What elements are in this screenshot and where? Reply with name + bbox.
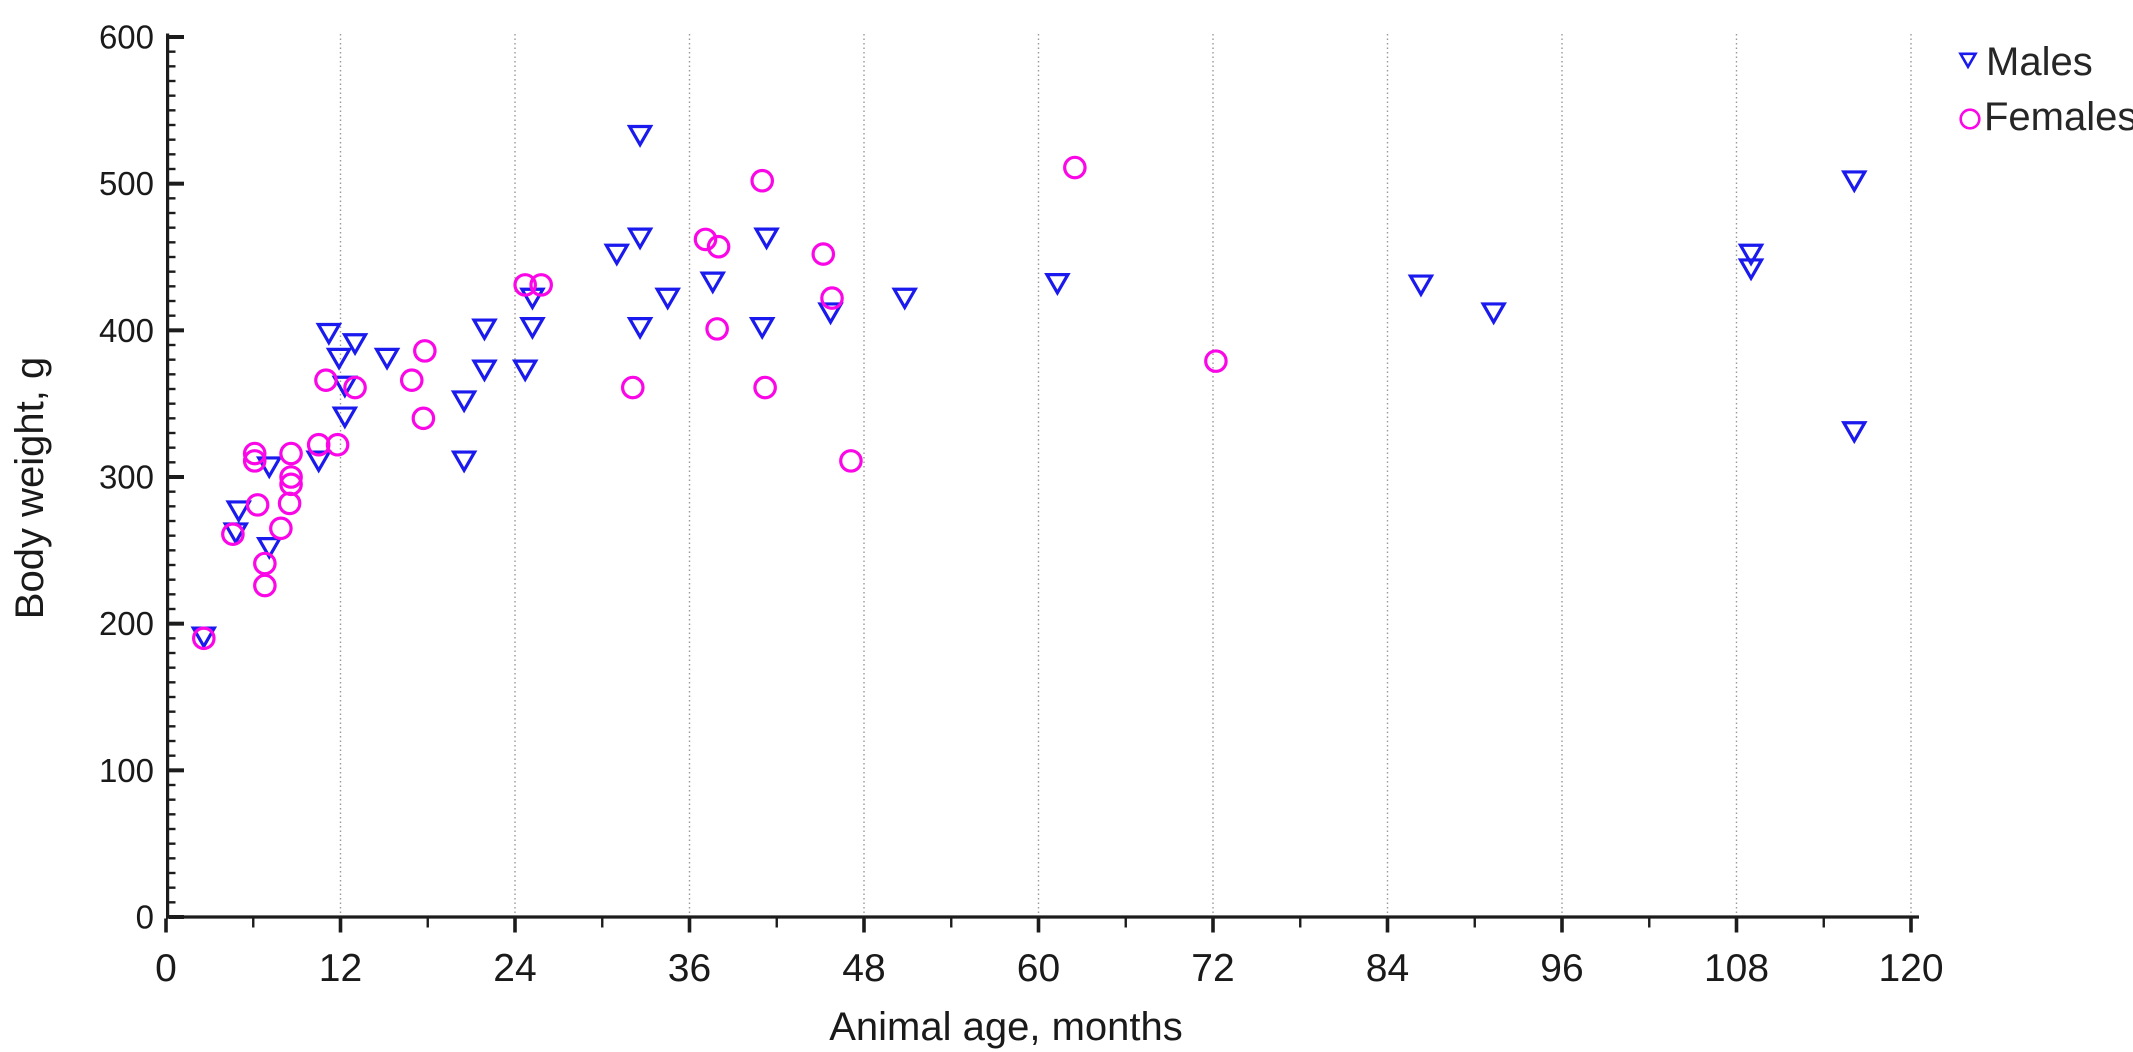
x-tick-label: 84 <box>1366 947 1409 990</box>
female-point-marker <box>620 375 645 400</box>
female-point-marker <box>343 375 367 400</box>
gridlines <box>339 34 1912 916</box>
y-tick-label: 200 <box>99 605 154 642</box>
y-axis-title: Body weight, g <box>8 357 52 619</box>
x-tick-label: 0 <box>155 947 177 990</box>
female-point-marker <box>706 234 731 259</box>
male-point-marker <box>817 302 844 326</box>
y-tick-label: 300 <box>99 459 154 496</box>
male-point-marker <box>331 406 359 430</box>
female-point-marker <box>750 168 775 193</box>
male-point-marker <box>626 124 654 148</box>
females-series <box>192 155 1228 651</box>
male-point-marker <box>626 317 654 341</box>
male-point-marker <box>1841 170 1868 194</box>
legend-label: Males <box>1986 40 2093 84</box>
male-point-marker <box>450 450 478 474</box>
x-tick-label: 36 <box>668 947 711 990</box>
male-point-marker <box>748 317 776 341</box>
female-point-marker <box>529 273 553 297</box>
x-axis-title: Animal age, months <box>829 1005 1183 1049</box>
female-point-marker <box>839 449 863 473</box>
female-point-marker <box>221 522 245 546</box>
female-point-marker <box>242 449 267 473</box>
x-axis-ticks: 0 12 24 36 48 60 72 84 96 108 120 <box>155 918 1944 990</box>
male-point-marker <box>891 287 918 311</box>
female-point-marker <box>277 491 302 516</box>
x-tick-label: 12 <box>319 947 362 990</box>
female-point-marker <box>253 573 277 598</box>
female-point-marker <box>753 375 777 400</box>
female-point-marker <box>269 516 293 541</box>
legend-label: Females <box>1984 95 2133 139</box>
male-point-marker <box>519 317 546 341</box>
male-point-marker <box>753 227 780 251</box>
male-point-marker <box>654 287 681 311</box>
female-point-marker <box>1063 155 1087 180</box>
male-point-marker <box>315 322 343 346</box>
male-point-marker <box>471 318 498 342</box>
female-point-marker <box>192 626 216 651</box>
y-tick-label: 100 <box>99 752 154 789</box>
x-tick-label: 48 <box>842 947 885 990</box>
x-tick-label: 96 <box>1540 947 1583 990</box>
male-point-marker <box>331 375 359 399</box>
male-point-marker <box>341 333 369 357</box>
x-tick-label: 72 <box>1191 947 1234 990</box>
female-point-marker <box>1204 349 1228 373</box>
male-point-marker <box>1841 421 1868 445</box>
male-point-marker <box>255 537 283 561</box>
female-point-marker <box>399 368 424 392</box>
y-tick-label: 0 <box>136 899 154 936</box>
female-point-marker <box>325 432 350 457</box>
male-point-marker <box>471 359 498 383</box>
male-point-marker <box>1407 274 1435 298</box>
female-point-marker <box>705 317 729 341</box>
male-point-marker <box>325 347 353 371</box>
female-point-marker <box>820 286 844 310</box>
male-point-marker <box>373 347 401 371</box>
female-point-marker <box>279 465 303 489</box>
x-tick-label: 120 <box>1878 947 1943 990</box>
x-tick-label: 60 <box>1017 947 1060 990</box>
y-axis-ticks: 0 100 200 300 400 500 600 <box>99 19 184 936</box>
female-point-marker <box>279 472 303 497</box>
legend: Males Females <box>1958 40 2133 139</box>
females-legend-marker-icon <box>1959 108 1981 130</box>
males-legend-marker-icon <box>1958 52 1978 70</box>
male-point-marker <box>305 450 332 474</box>
legend-item-females: Females <box>1959 95 2133 139</box>
y-tick-label: 400 <box>99 312 154 349</box>
male-point-marker <box>699 271 727 295</box>
male-point-marker <box>511 359 539 383</box>
male-point-marker <box>626 227 654 251</box>
y-tick-label: 600 <box>99 19 154 56</box>
female-point-marker <box>811 242 836 266</box>
y-tick-label: 500 <box>99 165 154 202</box>
female-point-marker <box>245 493 270 517</box>
x-tick-label: 24 <box>493 947 536 990</box>
female-point-marker <box>242 441 267 466</box>
male-point-marker <box>450 390 478 414</box>
male-point-marker <box>1737 243 1765 267</box>
male-point-marker <box>1480 302 1507 326</box>
male-point-marker <box>603 243 631 267</box>
female-point-marker <box>513 273 537 297</box>
legend-item-males: Males <box>1958 40 2093 84</box>
x-tick-label: 108 <box>1704 947 1769 990</box>
female-point-marker <box>693 227 718 252</box>
female-point-marker <box>253 551 277 576</box>
female-point-marker <box>413 339 437 363</box>
female-point-marker <box>314 368 338 392</box>
male-point-marker <box>225 500 252 524</box>
males-series <box>190 124 1868 650</box>
male-point-marker <box>1044 273 1071 297</box>
female-point-marker <box>411 406 436 431</box>
male-point-marker <box>1737 258 1765 282</box>
female-point-marker <box>279 441 303 466</box>
